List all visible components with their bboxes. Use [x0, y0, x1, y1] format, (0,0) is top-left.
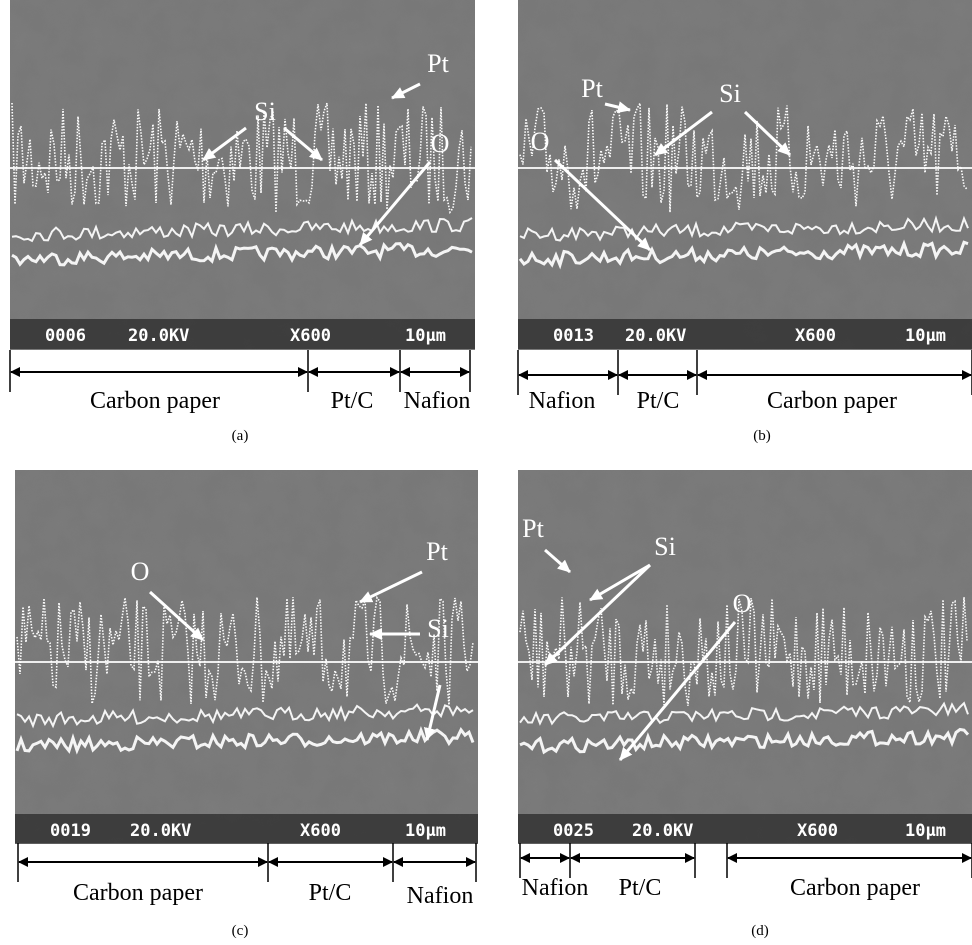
- panel-caption: (d): [751, 923, 769, 939]
- element-arrow: [604, 101, 631, 114]
- element-arrow: [618, 621, 737, 761]
- info-text: 20.0KV: [128, 326, 189, 346]
- element-label: O: [131, 557, 150, 586]
- info-text: X600: [795, 326, 836, 346]
- info-text: X600: [797, 821, 838, 841]
- element-profile: [11, 241, 473, 267]
- region-label: Nafion: [404, 388, 471, 414]
- region-label: Pt/C: [309, 880, 352, 906]
- region-label: Nafion: [529, 388, 596, 414]
- sem-panel: 0019 20.0KV X600 10µm O Pt Si Carbon paper Pt/C N…: [15, 470, 478, 939]
- panel-caption: (a): [232, 428, 249, 444]
- region-label: Carbon paper: [790, 875, 920, 901]
- region-label: Pt/C: [331, 388, 374, 414]
- info-text: 20.0KV: [625, 326, 686, 346]
- info-text: 20.0KV: [632, 821, 693, 841]
- info-text: 0013: [553, 326, 594, 346]
- element-arrow: [423, 684, 442, 741]
- info-text: 10µm: [405, 326, 446, 346]
- element-arrow: [359, 570, 423, 604]
- region-label: Nafion: [407, 883, 474, 909]
- element-label: Si: [254, 97, 276, 126]
- sem-texture: [15, 470, 478, 843]
- element-label: O: [531, 127, 550, 156]
- si-profile: [519, 597, 968, 706]
- region-label: Pt/C: [619, 875, 662, 901]
- element-arrow: [202, 126, 247, 162]
- element-arrow: [358, 161, 432, 246]
- info-text: 20.0KV: [130, 821, 191, 841]
- element-profile: [15, 726, 475, 755]
- element-profile: [518, 239, 969, 270]
- sem-texture: [518, 0, 972, 350]
- element-arrow: [283, 126, 323, 162]
- element-profile: [519, 215, 969, 242]
- element-profile: [519, 727, 970, 755]
- region-label: Pt/C: [637, 388, 680, 414]
- panel-caption: (c): [232, 923, 249, 939]
- element-label: O: [733, 589, 752, 618]
- sem-texture: [518, 470, 972, 843]
- element-arrow: [148, 590, 205, 642]
- sem-panel: 0025 20.0KV X600 10µm Pt Si O Nafion Pt/C Carbon …: [518, 470, 972, 939]
- sem-panel: 0013 20.0KV X600 10µm Pt Si O Nafion Pt/C Carbon …: [517, 0, 972, 444]
- element-label: Pt: [522, 514, 544, 543]
- element-profile: [16, 703, 474, 729]
- info-bar: [518, 319, 972, 349]
- element-label: Si: [719, 79, 741, 108]
- info-text: 0019: [50, 821, 91, 841]
- info-text: X600: [300, 821, 341, 841]
- element-profile: [11, 217, 473, 243]
- region-label: Carbon paper: [767, 388, 897, 414]
- element-arrow: [543, 563, 652, 667]
- info-bar: [10, 319, 475, 349]
- sem-texture: [10, 0, 475, 350]
- sem-panel: 0006 20.0KV X600 10µm Pt Si O Carbon paper Pt/C N…: [9, 0, 475, 444]
- element-label: Pt: [581, 74, 603, 103]
- element-arrow: [589, 563, 651, 602]
- info-text: 0006: [45, 326, 86, 346]
- region-label: Nafion: [522, 875, 589, 901]
- info-text: 10µm: [405, 821, 446, 841]
- info-bar: [15, 814, 478, 844]
- si-profile: [519, 100, 968, 213]
- element-arrow: [391, 82, 421, 100]
- panel-caption: (b): [753, 428, 771, 444]
- element-label: Pt: [426, 537, 448, 566]
- element-arrow: [743, 110, 792, 157]
- si-profile: [11, 102, 472, 215]
- info-text: X600: [290, 326, 331, 346]
- region-label: Carbon paper: [73, 880, 203, 906]
- region-label: Carbon paper: [90, 388, 220, 414]
- info-text: 10µm: [905, 326, 946, 346]
- info-bar: [518, 814, 972, 844]
- element-label: O: [431, 129, 450, 158]
- info-text: 10µm: [905, 821, 946, 841]
- element-label: Si: [654, 532, 676, 561]
- element-arrow: [553, 158, 652, 252]
- element-profile: [519, 701, 969, 726]
- element-label: Si: [427, 614, 449, 643]
- element-label: Pt: [427, 49, 449, 78]
- element-arrow: [654, 110, 713, 157]
- element-arrow: [544, 548, 571, 574]
- info-text: 0025: [553, 821, 594, 841]
